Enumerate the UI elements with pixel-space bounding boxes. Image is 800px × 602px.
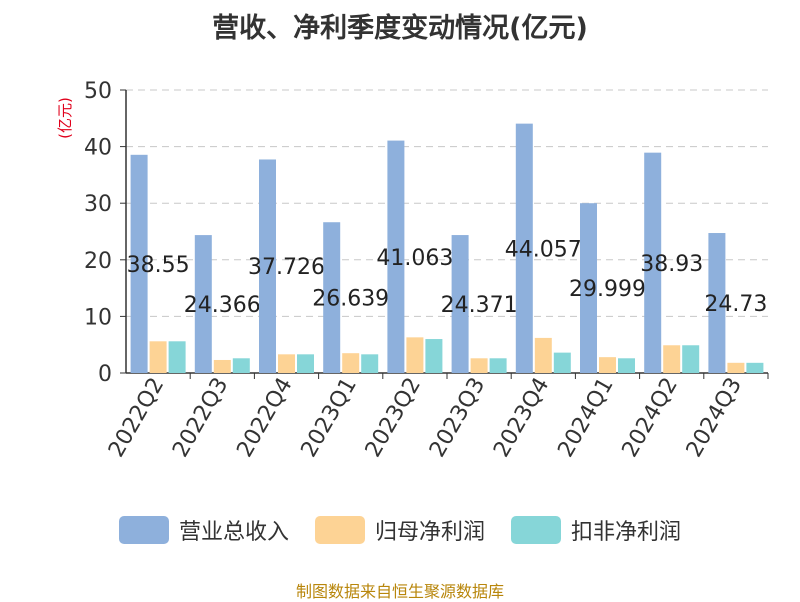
data-label: 41.063 xyxy=(376,246,453,271)
x-tick-label: 2024Q2 xyxy=(618,374,683,462)
legend: 营业总收入 归母净利润 扣非净利润 xyxy=(0,514,800,546)
data-label: 38.93 xyxy=(640,252,703,277)
legend-item-net-profit[interactable]: 归母净利润 xyxy=(314,514,485,546)
bar-deducted-net-profit-2024q1 xyxy=(618,358,635,373)
bar-net-profit-2022q3 xyxy=(213,359,231,373)
legend-swatch xyxy=(511,516,561,544)
y-tick-label: 40 xyxy=(84,136,112,161)
y-tick-label: 20 xyxy=(84,249,112,274)
data-label: 38.55 xyxy=(127,253,190,278)
x-tick-label: 2022Q2 xyxy=(104,374,169,462)
bar-revenue-2024q2 xyxy=(644,152,662,373)
bar-deducted-net-profit-2024q3 xyxy=(746,362,764,373)
data-label: 24.371 xyxy=(441,293,518,318)
legend-label: 扣非净利润 xyxy=(571,520,682,545)
data-label: 29.999 xyxy=(569,277,646,302)
y-tick-label: 0 xyxy=(98,362,112,387)
legend-label: 营业总收入 xyxy=(178,520,289,545)
bar-revenue-2022q4 xyxy=(259,159,276,373)
legend-label: 归母净利润 xyxy=(374,520,485,545)
data-label: 44.057 xyxy=(505,237,582,262)
x-tick-label: 2024Q3 xyxy=(682,374,747,462)
y-axis-label: (亿元) xyxy=(56,97,74,139)
x-tick-label: 2023Q4 xyxy=(489,374,554,462)
y-tick-label: 10 xyxy=(84,305,112,330)
bar-revenue-2024q3 xyxy=(708,233,726,373)
data-label: 26.639 xyxy=(312,287,389,312)
bar-net-profit-2023q2 xyxy=(406,337,424,373)
bar-revenue-2023q3 xyxy=(451,235,469,373)
x-tick-label: 2024Q1 xyxy=(553,374,618,462)
bar-deducted-net-profit-2023q4 xyxy=(553,352,571,373)
bar-revenue-2023q1 xyxy=(323,222,341,373)
bar-deducted-net-profit-2024q2 xyxy=(682,345,700,373)
legend-swatch xyxy=(118,516,169,544)
bar-deducted-net-profit-2023q2 xyxy=(425,339,443,373)
bar-revenue-2022q3 xyxy=(194,235,212,373)
data-label: 37.726 xyxy=(248,255,325,280)
bar-revenue-2024q1 xyxy=(580,203,597,373)
bar-net-profit-2024q1 xyxy=(599,357,616,373)
y-tick-label: 30 xyxy=(84,192,112,217)
chart-title: 营收、净利季度变动情况(亿元) xyxy=(212,13,588,44)
bar-deducted-net-profit-2023q3 xyxy=(489,358,507,373)
bar-net-profit-2023q4 xyxy=(534,337,552,373)
legend-item-revenue[interactable]: 营业总收入 xyxy=(118,514,289,546)
x-tick-label: 2022Q4 xyxy=(232,374,297,462)
data-label: 24.73 xyxy=(704,292,767,317)
bar-net-profit-2023q1 xyxy=(342,353,360,373)
bar-net-profit-2022q2 xyxy=(149,341,167,373)
y-tick-label: 50 xyxy=(84,79,112,104)
bar-revenue-2023q2 xyxy=(387,140,405,373)
bar-revenue-2022q2 xyxy=(130,154,148,373)
bar-deducted-net-profit-2022q3 xyxy=(232,358,250,373)
x-tick-label: 2023Q1 xyxy=(297,374,362,462)
bar-deducted-net-profit-2022q4 xyxy=(297,354,314,373)
x-tick-label: 2022Q3 xyxy=(168,374,233,462)
source-note: 制图数据来自恒生聚源数据库 xyxy=(295,582,504,601)
bar-deducted-net-profit-2022q2 xyxy=(168,341,186,373)
bar-deducted-net-profit-2023q1 xyxy=(361,354,379,373)
legend-item-deducted-net-profit[interactable]: 扣非净利润 xyxy=(511,514,681,546)
data-label: 24.366 xyxy=(184,293,261,318)
x-tick-label: 2023Q2 xyxy=(361,374,426,462)
bar-revenue-2023q4 xyxy=(515,123,533,373)
x-tick-label: 2023Q3 xyxy=(425,374,490,462)
bar-net-profit-2022q4 xyxy=(278,354,295,373)
legend-swatch xyxy=(314,516,365,544)
bar-net-profit-2024q2 xyxy=(663,345,681,373)
bar-net-profit-2024q3 xyxy=(727,362,745,373)
bar-net-profit-2023q3 xyxy=(470,358,488,373)
